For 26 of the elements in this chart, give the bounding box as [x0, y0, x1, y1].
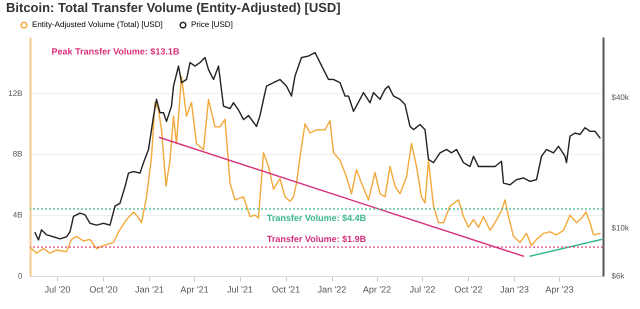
line-series — [30, 76, 601, 254]
x-tick-label: Jan '21 — [135, 284, 164, 294]
annotation: Peak Transfer Volume: $13.1B — [52, 46, 180, 57]
x-tick-label: Jan '22 — [318, 284, 346, 294]
x-tick-label: Jul '20 — [44, 284, 70, 294]
y2-tick-label: $6k — [612, 272, 626, 280]
x-tick-label: Jul '22 — [410, 284, 436, 294]
y-tick-label: 8B — [12, 150, 22, 159]
x-tick-label: Jul '21 — [227, 284, 253, 294]
chart-title: Bitcoin: Total Transfer Volume (Entity-Adjusted) [USD] — [6, 0, 341, 15]
x-tick-label: Oct '20 — [89, 284, 118, 294]
y-tick-label: 0 — [18, 272, 24, 280]
legend-label: Entity-Adjusted Volume (Total) [USD] — [32, 20, 163, 30]
y-tick-label: 4B — [12, 210, 22, 220]
x-tick-label: Oct '22 — [454, 284, 483, 294]
y2-tick-label: $10k — [612, 223, 630, 232]
x-tick-label: Jan '23 — [500, 284, 529, 294]
x-tick-label: Apr '22 — [362, 284, 392, 294]
x-tick-label: Apr '21 — [180, 284, 209, 294]
x-tick-label: Apr '23 — [545, 284, 574, 294]
y-tick-label: 12B — [8, 88, 22, 98]
legend-label: Price [USD] — [191, 20, 233, 30]
ref-line-label: Transfer Volume: $1.9B — [266, 234, 367, 244]
x-tick-label: Oct '21 — [272, 284, 300, 294]
y2-tick-label: $40k — [612, 92, 630, 102]
ref-line-label: Transfer Volume: $4.4B — [266, 213, 367, 224]
